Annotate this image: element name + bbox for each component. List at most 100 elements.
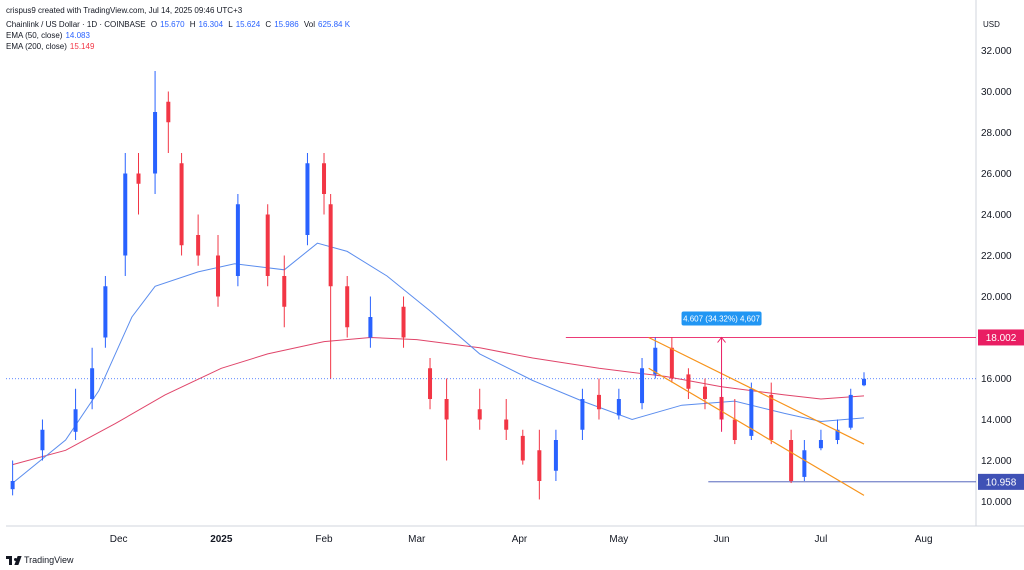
- candle-body[interactable]: [702, 386, 707, 399]
- candle-body[interactable]: [235, 204, 240, 276]
- close-label: C: [265, 20, 272, 29]
- x-tick-label: May: [609, 534, 628, 545]
- candle-body[interactable]: [136, 173, 141, 184]
- y-tick-label: 24.000: [981, 210, 1012, 221]
- currency-label: USD: [983, 20, 1000, 29]
- candle-body[interactable]: [166, 101, 171, 123]
- price-level-label: 10.958: [986, 477, 1017, 488]
- price-level-tag: [978, 473, 1024, 490]
- candle-body[interactable]: [504, 419, 509, 430]
- x-tick-label: Jul: [815, 534, 828, 545]
- falling-channel-line[interactable]: [648, 336, 865, 445]
- candle-body[interactable]: [769, 394, 774, 440]
- tradingview-icon: [6, 555, 22, 565]
- candle-body[interactable]: [444, 399, 449, 420]
- y-tick-label: 26.000: [981, 169, 1012, 180]
- measure-arrow-head: [717, 336, 726, 343]
- ema50-label: EMA (50, close): [6, 31, 63, 40]
- ema200-value: 15.149: [69, 42, 95, 51]
- low-label: L: [228, 20, 233, 29]
- candle-body[interactable]: [686, 374, 691, 389]
- high-value: 16.304: [198, 20, 224, 29]
- y-tick-label: 22.000: [981, 251, 1012, 262]
- candle-body[interactable]: [477, 409, 482, 420]
- y-tick-label: 16.000: [981, 374, 1012, 385]
- candle-body[interactable]: [789, 440, 794, 481]
- candle-body[interactable]: [580, 399, 585, 430]
- open-label: O: [150, 20, 158, 29]
- x-tick-label: Mar: [408, 534, 426, 545]
- candle-body[interactable]: [616, 399, 621, 416]
- tradingview-brand: TradingView: [24, 555, 74, 565]
- volume-label: Vol: [303, 20, 316, 29]
- high-label: H: [189, 20, 196, 29]
- candle-body[interactable]: [103, 286, 108, 338]
- tradingview-logo[interactable]: TradingView: [6, 555, 74, 565]
- candle-body[interactable]: [305, 163, 310, 235]
- x-tick-label: 2025: [210, 534, 233, 545]
- candle-body[interactable]: [368, 317, 373, 338]
- y-tick-label: 10.000: [981, 497, 1012, 508]
- candle-body[interactable]: [179, 163, 184, 246]
- candle-body[interactable]: [73, 409, 78, 432]
- candle-body[interactable]: [732, 419, 737, 441]
- candle-body[interactable]: [428, 368, 433, 399]
- credit-line: crispus9 created with TradingView.com, J…: [6, 6, 243, 15]
- measure-label: 4.607 (34.32%) 4,607: [683, 315, 760, 324]
- candle-body[interactable]: [401, 306, 406, 338]
- candle-body[interactable]: [596, 394, 601, 410]
- ema50-legend[interactable]: EMA (50, close) 14.083: [6, 31, 93, 41]
- candle-body[interactable]: [553, 440, 558, 471]
- candle-body[interactable]: [802, 450, 807, 477]
- y-tick-label: 20.000: [981, 292, 1012, 303]
- ema200-label: EMA (200, close): [6, 42, 67, 51]
- ema50-line: [12, 242, 865, 484]
- candle-body[interactable]: [90, 368, 95, 399]
- x-tick-label: Apr: [512, 534, 528, 545]
- y-tick-label: 28.000: [981, 128, 1012, 139]
- y-tick-label: 30.000: [981, 87, 1012, 98]
- y-tick-label: 12.000: [981, 456, 1012, 467]
- x-tick-label: Dec: [110, 534, 128, 545]
- measure-label-box: [681, 311, 762, 326]
- close-value: 15.986: [274, 20, 299, 29]
- candle-body[interactable]: [653, 347, 658, 375]
- candle-body[interactable]: [818, 440, 823, 449]
- falling-channel-line[interactable]: [648, 367, 865, 496]
- open-value: 15.670: [160, 20, 185, 29]
- candle-body[interactable]: [345, 286, 350, 328]
- candle-body[interactable]: [640, 368, 645, 404]
- candle-body[interactable]: [216, 255, 221, 297]
- price-level-tag: [978, 329, 1024, 346]
- ema200-legend[interactable]: EMA (200, close) 15.149: [6, 42, 97, 52]
- candle-body[interactable]: [669, 347, 674, 379]
- low-value: 15.624: [235, 20, 261, 29]
- candle-body[interactable]: [848, 394, 853, 428]
- x-tick-label: Feb: [315, 534, 333, 545]
- candle-body[interactable]: [328, 204, 333, 287]
- candle-body[interactable]: [196, 235, 201, 256]
- volume-value: 625.84 K: [318, 20, 351, 29]
- price-level-label: 18.002: [986, 333, 1017, 344]
- candle-body[interactable]: [265, 214, 270, 277]
- ema200-line: [12, 336, 865, 466]
- x-tick-label: Jun: [713, 534, 729, 545]
- x-tick-label: Aug: [915, 534, 933, 545]
- candle-body[interactable]: [537, 450, 542, 481]
- candle-body[interactable]: [40, 429, 45, 451]
- candle-body[interactable]: [322, 163, 327, 194]
- candle-body[interactable]: [835, 429, 840, 440]
- candle-body[interactable]: [861, 378, 866, 386]
- y-tick-label: 32.000: [981, 46, 1012, 57]
- y-tick-label: 14.000: [981, 415, 1012, 426]
- candle-body[interactable]: [10, 481, 15, 490]
- symbol-title: Chainlink / US Dollar · 1D · COINBASE: [6, 20, 146, 29]
- candle-body[interactable]: [123, 173, 128, 256]
- candle-body[interactable]: [282, 276, 287, 307]
- candle-body[interactable]: [520, 435, 525, 461]
- ema50-value: 14.083: [65, 31, 90, 40]
- candle-body[interactable]: [153, 112, 158, 174]
- candle-body[interactable]: [749, 388, 754, 436]
